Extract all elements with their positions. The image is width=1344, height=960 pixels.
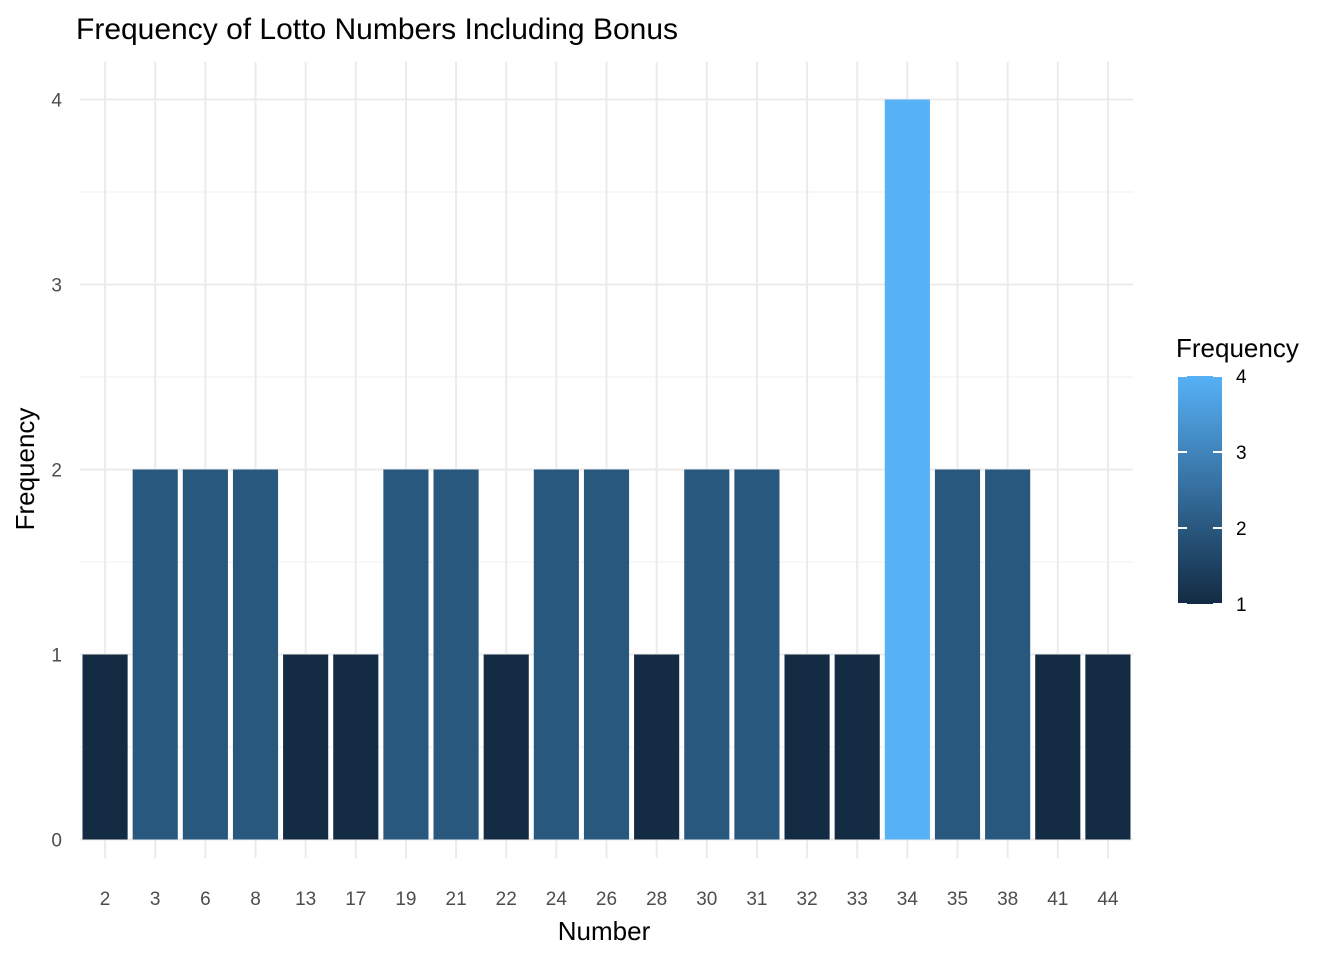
bar-44 — [1085, 654, 1131, 840]
x-tick-label: 3 — [150, 889, 161, 910]
x-tick-label: 8 — [250, 889, 261, 910]
x-tick-label: 21 — [446, 889, 467, 910]
x-axis-title: Number — [558, 916, 651, 946]
bar-17 — [333, 654, 379, 840]
x-tick-label: 31 — [746, 889, 767, 910]
x-tick-label: 33 — [847, 889, 868, 910]
bar-28 — [634, 654, 680, 840]
bar-41 — [1035, 654, 1081, 840]
x-tick-label: 32 — [797, 889, 818, 910]
bar-30 — [684, 469, 730, 840]
x-axis-ticks: 2 3 6 8 13 17 19 21 22 24 26 28 30 31 32 33 34 35 38 41 44 — [100, 889, 1119, 910]
y-tick-label: 2 — [51, 461, 62, 482]
bar-13 — [283, 654, 329, 840]
bar-6 — [182, 469, 228, 840]
legend-ticks: 1 2 3 4 — [1178, 367, 1247, 616]
legend-colorbar — [1178, 376, 1222, 604]
bar-8 — [232, 469, 279, 840]
y-tick-label: 3 — [51, 276, 62, 297]
x-tick-label: 13 — [295, 889, 316, 910]
bar-34 — [884, 99, 930, 840]
x-tick-label: 38 — [997, 889, 1018, 910]
legend-tick-label: 2 — [1236, 519, 1247, 540]
y-tick-label: 0 — [51, 831, 62, 852]
chart-title: Frequency of Lotto Numbers Including Bon… — [76, 13, 678, 46]
x-tick-label: 35 — [947, 889, 968, 910]
bar-26 — [583, 469, 630, 840]
x-tick-label: 17 — [345, 889, 366, 910]
bar-33 — [834, 654, 880, 840]
bar-38 — [985, 469, 1031, 840]
legend-title: Frequency — [1176, 333, 1299, 363]
bar-31 — [734, 469, 780, 840]
legend-tick-label: 4 — [1236, 367, 1247, 388]
x-tick-label: 2 — [100, 889, 111, 910]
legend: Frequency 1 2 3 4 — [1176, 333, 1299, 616]
bar-19 — [383, 469, 429, 840]
bar-32 — [784, 654, 830, 840]
x-tick-label: 34 — [897, 889, 919, 910]
x-tick-label: 44 — [1097, 889, 1119, 910]
y-axis-ticks: 0 1 2 3 4 — [51, 91, 62, 852]
x-tick-label: 41 — [1047, 889, 1068, 910]
x-tick-label: 28 — [646, 889, 667, 910]
legend-tick-label: 1 — [1236, 595, 1247, 616]
y-tick-label: 1 — [51, 646, 62, 667]
bar-21 — [433, 469, 479, 840]
bar-2 — [82, 654, 128, 840]
y-axis-title: Frequency — [10, 408, 40, 531]
bar-24 — [533, 469, 579, 840]
x-tick-label: 26 — [596, 889, 617, 910]
legend-tick-label: 3 — [1236, 443, 1247, 464]
x-tick-label: 19 — [395, 889, 416, 910]
x-tick-label: 22 — [496, 889, 517, 910]
x-tick-label: 30 — [696, 889, 717, 910]
x-tick-label: 24 — [546, 889, 568, 910]
bar-35 — [934, 469, 981, 840]
x-tick-label: 6 — [200, 889, 211, 910]
bars — [82, 99, 1131, 840]
bar-22 — [483, 654, 529, 840]
bar-3 — [132, 469, 178, 840]
y-tick-label: 4 — [51, 91, 62, 112]
